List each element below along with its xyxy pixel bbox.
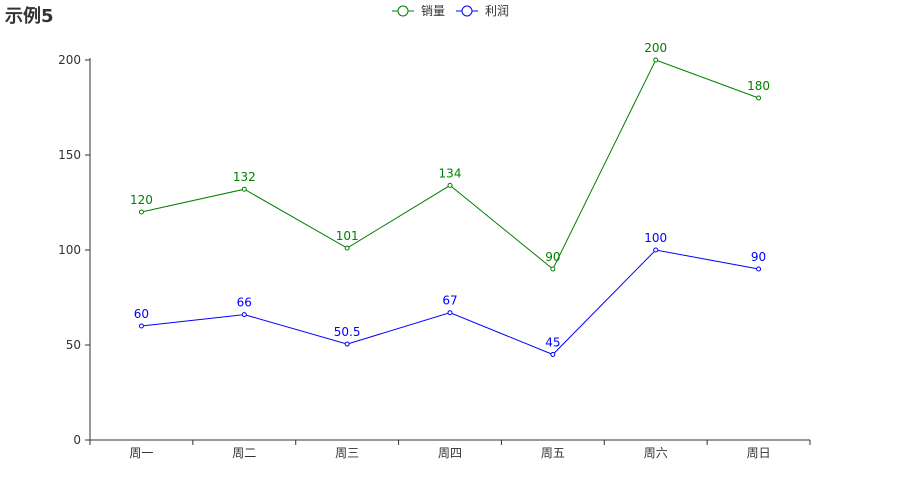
data-point[interactable] [138,323,144,329]
x-tick-label: 周六 [644,446,668,460]
y-tick-label: 50 [66,338,81,352]
data-label: 180 [747,79,770,93]
x-tick-label: 周一 [129,446,153,460]
data-label: 101 [336,229,359,243]
data-point[interactable] [344,341,350,347]
y-tick-label: 150 [58,148,81,162]
data-point[interactable] [344,245,350,251]
data-label: 120 [130,193,153,207]
data-point[interactable] [241,312,247,318]
data-point[interactable] [756,95,762,101]
data-point[interactable] [550,352,556,357]
legend-marker-2[interactable] [461,5,473,17]
data-point[interactable] [241,186,247,192]
y-tick-label: 100 [58,243,81,257]
data-point[interactable] [550,266,556,272]
legend-marker-1[interactable] [397,5,409,17]
data-label: 45 [545,336,560,350]
data-label: 60 [134,307,149,321]
data-label: 134 [439,166,462,180]
chart-title: 示例5 [5,6,54,27]
data-label: 50.5 [334,325,361,339]
data-label: 90 [545,250,560,264]
data-point[interactable] [653,247,659,253]
data-label: 90 [751,250,766,264]
x-tick-label: 周五 [541,446,565,460]
data-label: 200 [644,41,667,55]
data-label: 66 [237,296,252,310]
legend-label-1[interactable]: 销量 [421,4,445,18]
data-label: 100 [644,231,667,245]
data-label: 67 [442,294,457,308]
x-tick-label: 周二 [232,446,256,460]
x-tick-label: 周四 [438,446,462,460]
x-tick-label: 周日 [747,446,771,460]
y-tick-label: 200 [58,53,81,67]
data-label: 132 [233,170,256,184]
y-tick-label: 0 [73,433,81,447]
legend-label-2[interactable]: 利润 [485,4,509,18]
data-point[interactable] [756,266,762,272]
data-point[interactable] [447,310,453,316]
data-point[interactable] [653,57,659,63]
x-tick-label: 周三 [335,446,359,460]
data-point[interactable] [138,209,144,215]
data-point[interactable] [447,182,453,188]
